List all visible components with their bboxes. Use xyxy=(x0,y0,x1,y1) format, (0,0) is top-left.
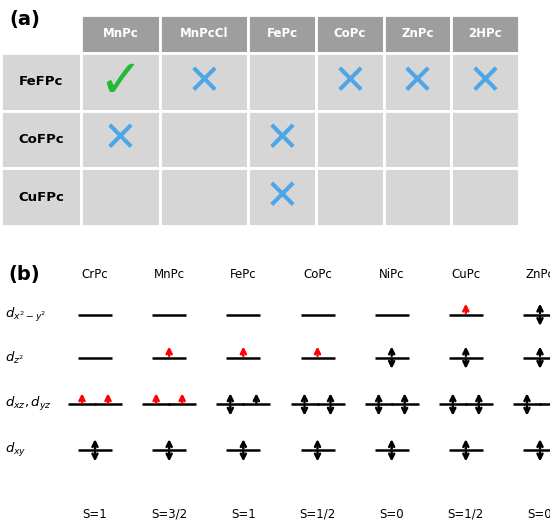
Text: FePc: FePc xyxy=(230,269,257,281)
Text: S=0: S=0 xyxy=(527,508,550,521)
Bar xyxy=(161,111,248,168)
Text: $d_{z^2}$: $d_{z^2}$ xyxy=(5,350,24,365)
Text: $d_{x^2-y^2}$: $d_{x^2-y^2}$ xyxy=(5,306,47,324)
Text: CoPc: CoPc xyxy=(303,269,332,281)
Text: ZnPc: ZnPc xyxy=(526,269,550,281)
Bar xyxy=(81,111,161,168)
Bar xyxy=(248,168,316,226)
Text: S=1/2: S=1/2 xyxy=(448,508,484,521)
Text: CrPc: CrPc xyxy=(82,269,108,281)
Text: S=1/2: S=1/2 xyxy=(299,508,336,521)
Text: FePc: FePc xyxy=(266,27,298,40)
Text: CoPc: CoPc xyxy=(333,27,366,40)
Text: $d_{xy}$: $d_{xy}$ xyxy=(5,442,26,459)
Text: S=0: S=0 xyxy=(379,508,404,521)
Text: S=3/2: S=3/2 xyxy=(151,508,187,521)
Bar xyxy=(81,15,161,53)
Bar xyxy=(161,15,248,53)
Bar xyxy=(316,15,383,53)
Bar xyxy=(452,168,519,226)
Bar xyxy=(383,168,452,226)
Text: S=1: S=1 xyxy=(231,508,256,521)
Bar xyxy=(81,53,161,111)
Text: CoFPc: CoFPc xyxy=(18,133,64,146)
Text: ✕: ✕ xyxy=(332,61,367,103)
Text: ✕: ✕ xyxy=(187,61,222,103)
Text: MnPcCl: MnPcCl xyxy=(180,27,228,40)
Bar xyxy=(81,168,161,226)
Bar xyxy=(248,111,316,168)
Bar xyxy=(452,53,519,111)
Bar xyxy=(383,15,452,53)
Bar xyxy=(161,53,248,111)
Text: (a): (a) xyxy=(9,10,40,29)
Text: $d_{xz}, d_{yz}$: $d_{xz}, d_{yz}$ xyxy=(5,395,52,413)
Bar xyxy=(452,111,519,168)
Text: FeFPc: FeFPc xyxy=(19,75,63,88)
Bar xyxy=(1,168,81,226)
Bar xyxy=(248,15,316,53)
Text: ✕: ✕ xyxy=(265,176,299,218)
Bar xyxy=(1,111,81,168)
Text: ✕: ✕ xyxy=(400,61,435,103)
Bar xyxy=(383,53,452,111)
Text: NiPc: NiPc xyxy=(379,269,404,281)
Bar xyxy=(316,111,383,168)
Text: 2HPc: 2HPc xyxy=(469,27,502,40)
Bar xyxy=(248,53,316,111)
Bar xyxy=(1,53,81,111)
Bar xyxy=(383,111,452,168)
Text: ✕: ✕ xyxy=(468,61,503,103)
Text: (b): (b) xyxy=(8,265,40,284)
Bar xyxy=(161,168,248,226)
Bar xyxy=(316,53,383,111)
Text: CuPc: CuPc xyxy=(451,269,480,281)
Text: ✓: ✓ xyxy=(98,56,142,107)
Text: MnPc: MnPc xyxy=(103,27,139,40)
Bar xyxy=(452,15,519,53)
Text: S=1: S=1 xyxy=(82,508,107,521)
Text: ✕: ✕ xyxy=(103,119,138,161)
Text: ✕: ✕ xyxy=(265,119,299,161)
Text: CuFPc: CuFPc xyxy=(18,191,64,204)
Text: MnPc: MnPc xyxy=(153,269,185,281)
Text: ZnPc: ZnPc xyxy=(401,27,434,40)
Bar xyxy=(316,168,383,226)
